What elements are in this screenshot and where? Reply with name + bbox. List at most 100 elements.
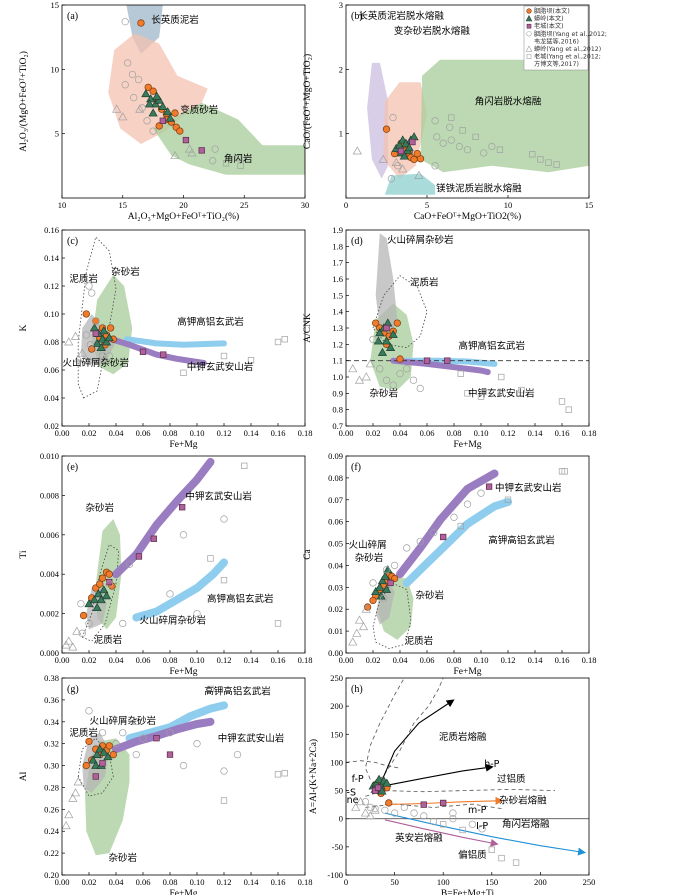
zone-label-f-2: 火山碎屑	[349, 539, 387, 551]
point-b-2-1	[409, 138, 416, 146]
ytick-label-e-0: 0.000	[40, 648, 59, 658]
band-c-1	[99, 333, 207, 366]
field-b-2	[420, 59, 589, 173]
ytick-label-e-3: 0.006	[40, 530, 59, 540]
ytick-label-d-7: 1.4	[332, 307, 343, 317]
point-e-3-4	[125, 560, 134, 568]
point-a-4-5	[184, 144, 195, 153]
zone-label-e-2: 高钾高铝玄武岩	[207, 593, 274, 605]
ytick-label-e-2: 0.004	[40, 569, 60, 579]
point-c-3-0	[85, 282, 93, 290]
ytick-label-h-0: -100	[327, 870, 343, 880]
xtick-label-f-1: 0.02	[366, 655, 381, 665]
point-a-1-3	[154, 95, 164, 104]
point-g-2-2	[166, 751, 174, 758]
point-d-4-0	[348, 364, 358, 373]
zone-label-c-0: 泥质岩	[69, 273, 98, 285]
point-f-3-0	[369, 579, 377, 587]
xtick-label-g-5: 0.10	[190, 877, 205, 887]
ytick-label-g-4: 0.28	[44, 782, 59, 792]
point-e-2-0	[135, 553, 143, 560]
point-g-4-1	[64, 810, 74, 819]
point-c-3-6	[105, 352, 113, 360]
legend-marker-5	[525, 45, 533, 52]
xtick-label-c-5: 0.10	[190, 428, 205, 438]
xtick-label-e-5: 0.10	[190, 655, 205, 665]
xtick-label-h-3: 150	[485, 877, 498, 887]
xtick-label-c-1: 0.02	[82, 428, 97, 438]
zone-label-g-1: 火山碎屑杂砂岩	[89, 715, 156, 727]
ytick-label-g-9: 0.38	[44, 673, 59, 683]
zone-label-d-2: 高钾高铝玄武岩	[459, 340, 526, 352]
point-g-5-0	[207, 685, 214, 693]
point-e-2-2	[179, 504, 186, 511]
point-c-4-1	[70, 331, 81, 340]
point-a-4-4	[170, 150, 180, 159]
ytick-label-g-2: 0.24	[44, 826, 60, 836]
point-h-4-2	[360, 808, 371, 817]
ytick-label-d-3: 1.0	[332, 372, 343, 382]
xtick-label-e-7: 0.14	[244, 655, 260, 665]
point-a-0-8	[176, 127, 184, 135]
point-a-3-8	[149, 127, 157, 135]
point-c-5-1	[220, 352, 228, 360]
band-e-1	[132, 558, 228, 622]
ytick-label-a-2: 15	[51, 0, 60, 10]
point-a-1-2	[150, 99, 161, 108]
point-h-2-2	[420, 801, 427, 808]
point-d-1-2	[381, 336, 392, 345]
point-b-5-3	[496, 146, 504, 153]
ytick-label-f-8: 0.08	[328, 473, 343, 483]
point-d-1-0	[375, 328, 385, 337]
point-f-1-2	[377, 576, 388, 585]
legend-label-1: 蟒岭(本文)	[534, 15, 564, 23]
point-g-3-7	[179, 761, 188, 770]
ytick-label-f-1: 0.01	[328, 626, 343, 636]
point-e-5-2	[207, 555, 214, 562]
point-b-3-12	[431, 162, 439, 170]
panel-label-b: (b)	[351, 11, 363, 22]
point-e-5-3	[220, 576, 228, 584]
point-g-1-2	[95, 744, 105, 753]
point-c-1-7	[99, 326, 109, 335]
point-f-3-6	[450, 513, 458, 521]
arrow-h-0	[379, 699, 455, 786]
legend-label-5: 蟒岭(Yang et al.,2012)	[534, 45, 601, 53]
point-h-3-4	[390, 809, 399, 817]
dotted-field-c-0	[77, 236, 117, 399]
point-g-2-0	[92, 773, 99, 780]
zone-label-e-3: 火山碎屑杂砂岩	[139, 614, 206, 626]
point-b-4-3	[398, 164, 408, 173]
point-h-3-0	[361, 798, 370, 806]
xtick-label-c-2: 0.04	[109, 428, 125, 438]
point-c-0-0	[82, 310, 90, 318]
ytick-label-d-9: 1.6	[332, 274, 343, 284]
ytick-label-e-1: 0.002	[40, 609, 59, 619]
xtick-label-f-4: 0.08	[447, 655, 462, 665]
ytick-label-g-1: 0.22	[44, 848, 59, 858]
ytick-label-f-3: 0.03	[328, 582, 343, 592]
ytick-label-d-1: 0.8	[332, 405, 343, 415]
point-h-3-11	[478, 825, 486, 833]
xtick-label-c-3: 0.06	[136, 428, 151, 438]
point-a-1-7	[165, 113, 175, 122]
point-h-5-2	[512, 859, 520, 866]
legend-label-7: 方博文等,2017)	[534, 60, 579, 68]
zone-label-h-2: 过铝质	[497, 773, 526, 785]
point-g-3-1	[98, 729, 107, 737]
zone-label-b-1: 变杂砂岩脱水熔融	[394, 25, 471, 37]
ytick-label-g-7: 0.34	[44, 717, 60, 727]
zone-label-c-1: 杂砂岩	[111, 266, 140, 278]
point-c-5-4	[274, 338, 282, 346]
xtick-label-b-3: 15	[585, 200, 594, 210]
point-d-3-5	[403, 365, 411, 373]
ytick-label-h-6: 200	[330, 701, 343, 711]
frame-b	[345, 4, 590, 199]
ytick-label-c-1: 0.04	[44, 393, 60, 403]
point-f-4-4	[361, 604, 371, 613]
ytick-label-g-0: 0.20	[44, 870, 59, 880]
